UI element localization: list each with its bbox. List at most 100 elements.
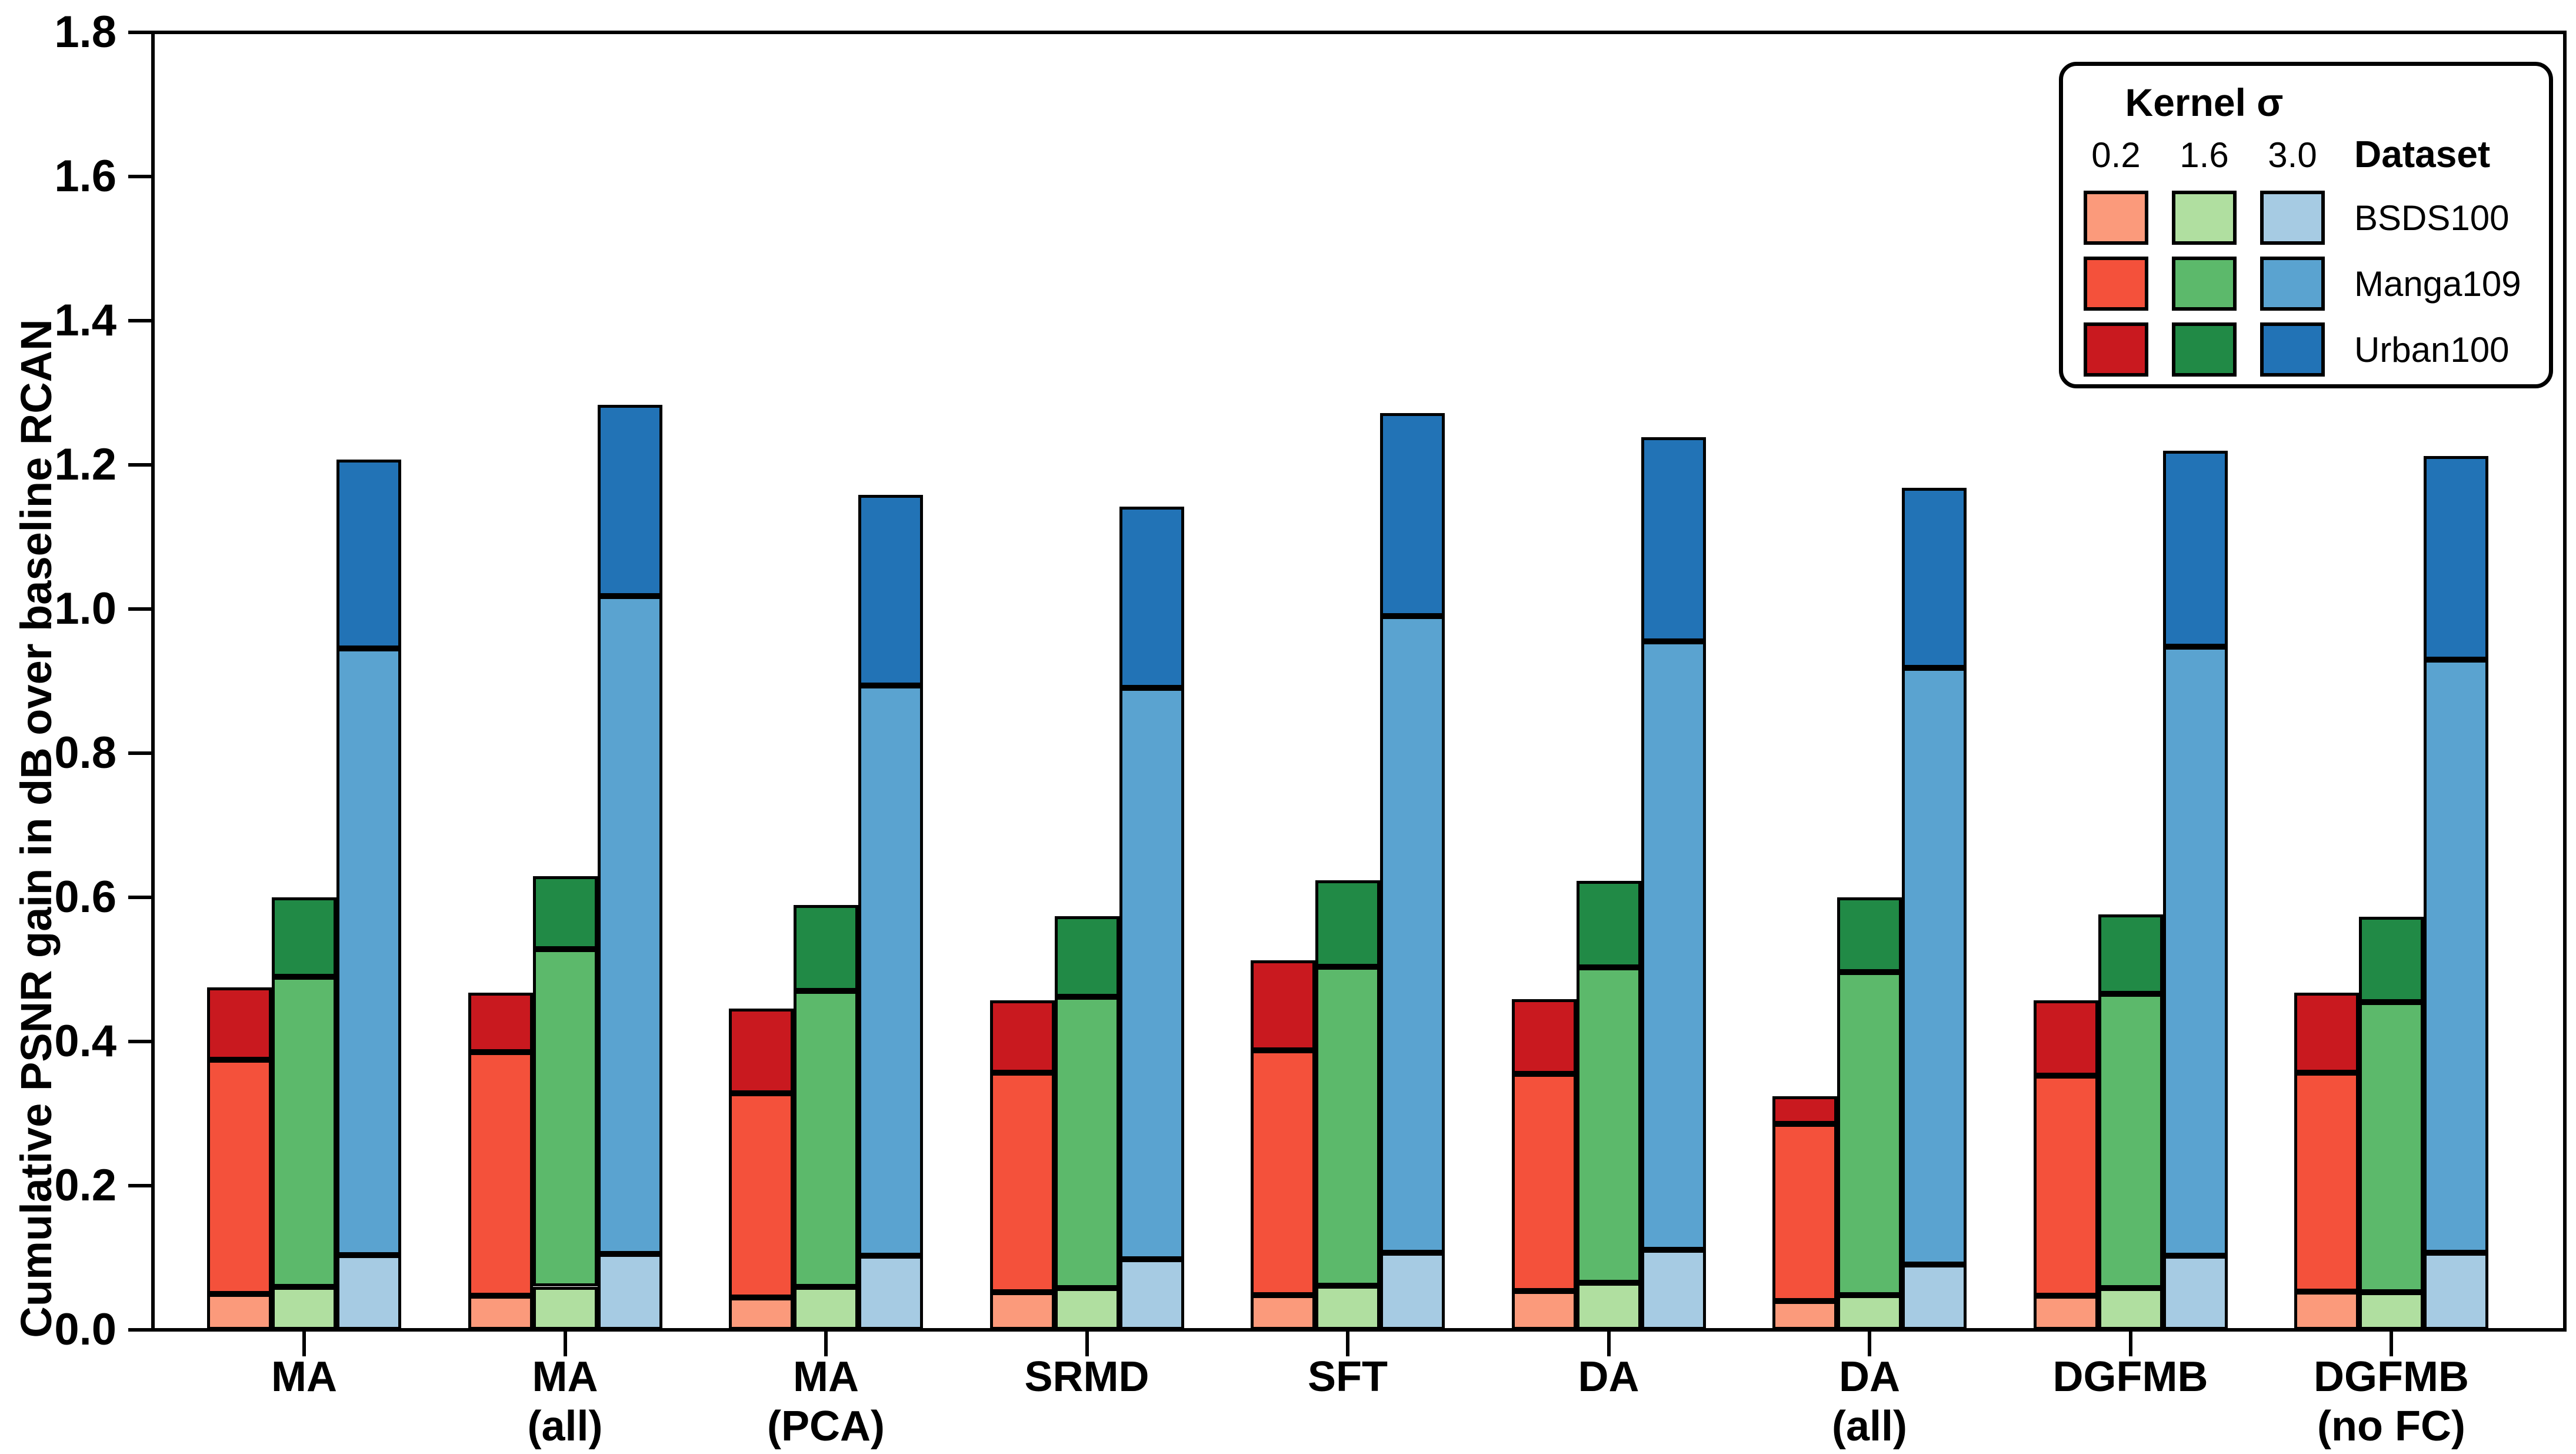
- y-tick: [128, 31, 153, 34]
- bar-segment-sigma1.6-manga109: [1837, 972, 1902, 1296]
- bar-segment-sigma3.0-urban100: [597, 405, 662, 596]
- y-axis-title: Cumulative PSNR gain in dB over baseline…: [12, 319, 61, 1338]
- bar-segment-sigma1.6-manga109: [794, 991, 858, 1287]
- y-tick: [128, 1184, 153, 1187]
- legend-swatch: [2172, 191, 2237, 245]
- x-category-label: MA (PCA): [673, 1352, 979, 1451]
- bar-segment-sigma3.0-bsds100: [597, 1254, 662, 1330]
- bar-segment-sigma1.6-bsds100: [1576, 1283, 1641, 1330]
- legend-swatch: [2260, 257, 2325, 311]
- x-tick: [1868, 1332, 1871, 1356]
- bar-segment-sigma0.2-urban100: [1511, 999, 1577, 1074]
- y-tick: [128, 175, 153, 178]
- bar-segment-sigma0.2-bsds100: [989, 1292, 1055, 1330]
- legend: Kernel σ Dataset 0.2 1.6 3.0 BSDS100 Manga10…: [2059, 62, 2553, 388]
- bar-segment-sigma1.6-bsds100: [2098, 1287, 2163, 1330]
- x-category-line: MA: [532, 1353, 598, 1400]
- y-tick: [128, 751, 153, 755]
- bar-segment-sigma0.2-urban100: [2033, 1000, 2098, 1076]
- bar-segment-sigma3.0-bsds100: [2162, 1255, 2228, 1330]
- x-category-line: (no FC): [2317, 1403, 2465, 1450]
- y-tick: [128, 607, 153, 611]
- x-category-label: MA: [151, 1352, 457, 1402]
- bar-segment-sigma3.0-manga109: [1641, 641, 1706, 1250]
- y-tick-label: 1.0: [54, 584, 116, 634]
- bar-segment-sigma0.2-bsds100: [1251, 1295, 1315, 1330]
- bar-segment-sigma1.6-manga109: [272, 976, 336, 1287]
- bar-segment-sigma1.6-urban100: [2098, 914, 2163, 994]
- bar-segment-sigma1.6-urban100: [1837, 897, 1902, 973]
- bar-segment-sigma3.0-urban100: [1641, 437, 1706, 642]
- bar-segment-sigma1.6-bsds100: [1837, 1295, 1902, 1330]
- y-tick-label: 1.2: [54, 440, 116, 490]
- x-tick: [302, 1332, 306, 1356]
- bar-segment-sigma3.0-manga109: [336, 648, 401, 1255]
- legend-dataset-title: Dataset: [2354, 133, 2491, 175]
- bar-segment-sigma0.2-manga109: [729, 1093, 794, 1297]
- x-tick: [1085, 1332, 1089, 1356]
- x-tick: [563, 1332, 567, 1356]
- bar-segment-sigma0.2-manga109: [1772, 1123, 1837, 1301]
- bar-segment-sigma1.6-manga109: [532, 949, 598, 1287]
- bar-segment-sigma1.6-bsds100: [1054, 1287, 1119, 1330]
- bar-segment-sigma1.6-urban100: [2359, 917, 2424, 1002]
- legend-swatch: [2172, 322, 2237, 377]
- y-tick-label: 1.6: [54, 151, 116, 201]
- bar-segment-sigma1.6-bsds100: [532, 1286, 598, 1330]
- y-tick-label: 0.6: [54, 872, 116, 922]
- bar-segment-sigma3.0-manga109: [2424, 659, 2488, 1253]
- bar-segment-sigma0.2-urban100: [1772, 1096, 1837, 1124]
- y-tick: [128, 1040, 153, 1043]
- x-category-line: DA: [1578, 1353, 1639, 1400]
- bar-segment-sigma3.0-manga109: [2162, 646, 2228, 1256]
- y-tick: [128, 319, 153, 322]
- bar-segment-sigma1.6-manga109: [1315, 966, 1380, 1286]
- bar-segment-sigma0.2-bsds100: [468, 1296, 533, 1330]
- bar-segment-sigma3.0-urban100: [1380, 412, 1445, 617]
- bar-segment-sigma1.6-bsds100: [272, 1286, 336, 1330]
- bar-segment-sigma3.0-urban100: [2424, 456, 2488, 660]
- bar-segment-sigma3.0-manga109: [858, 685, 923, 1256]
- bar-segment-sigma1.6-manga109: [1576, 967, 1641, 1283]
- x-tick: [1346, 1332, 1349, 1356]
- x-category-label: DGFMB: [1978, 1352, 2284, 1402]
- bar-segment-sigma0.2-bsds100: [2294, 1292, 2359, 1330]
- bar-segment-sigma3.0-manga109: [1902, 668, 1967, 1265]
- x-category-line: (all): [1831, 1403, 1907, 1450]
- bar-segment-sigma0.2-manga109: [2294, 1072, 2359, 1292]
- bar-segment-sigma3.0-bsds100: [1902, 1264, 1967, 1330]
- x-category-label: DGFMB (no FC): [2238, 1352, 2544, 1451]
- bar-segment-sigma0.2-urban100: [989, 1000, 1055, 1073]
- x-category-line: (all): [527, 1403, 603, 1450]
- y-tick-label: 0.0: [54, 1305, 116, 1355]
- bar-segment-sigma0.2-urban100: [468, 992, 533, 1053]
- legend-dataset-label: Urban100: [2354, 330, 2510, 370]
- x-category-line: DGFMB: [2314, 1353, 2469, 1400]
- x-tick: [824, 1332, 828, 1356]
- legend-sigma-label: 3.0: [2268, 135, 2317, 175]
- legend-swatch: [2172, 257, 2237, 311]
- bar-segment-sigma3.0-bsds100: [1119, 1259, 1184, 1330]
- bar-segment-sigma3.0-bsds100: [2424, 1252, 2488, 1330]
- bar-segment-sigma0.2-manga109: [468, 1052, 533, 1296]
- bar-segment-sigma1.6-urban100: [1054, 916, 1119, 997]
- bar-segment-sigma3.0-urban100: [2162, 450, 2228, 647]
- legend-dataset-label: Manga109: [2354, 264, 2521, 304]
- bar-segment-sigma0.2-urban100: [2294, 992, 2359, 1073]
- x-category-line: (PCA): [767, 1403, 885, 1450]
- bar-segment-sigma3.0-manga109: [1380, 616, 1445, 1253]
- bar-segment-sigma0.2-manga109: [989, 1072, 1055, 1293]
- legend-swatch: [2260, 191, 2325, 245]
- bar-segment-sigma0.2-manga109: [1251, 1050, 1315, 1296]
- bar-segment-sigma0.2-urban100: [207, 987, 272, 1060]
- x-tick: [1607, 1332, 1611, 1356]
- bar-segment-sigma3.0-urban100: [858, 495, 923, 686]
- x-tick: [2128, 1332, 2132, 1356]
- y-tick: [128, 463, 153, 467]
- bar-segment-sigma3.0-urban100: [336, 460, 401, 649]
- bar-segment-sigma0.2-bsds100: [1511, 1290, 1577, 1330]
- legend-sigma-label: 1.6: [2180, 135, 2229, 175]
- y-tick-label: 1.8: [54, 7, 116, 57]
- bar-segment-sigma3.0-bsds100: [1380, 1252, 1445, 1330]
